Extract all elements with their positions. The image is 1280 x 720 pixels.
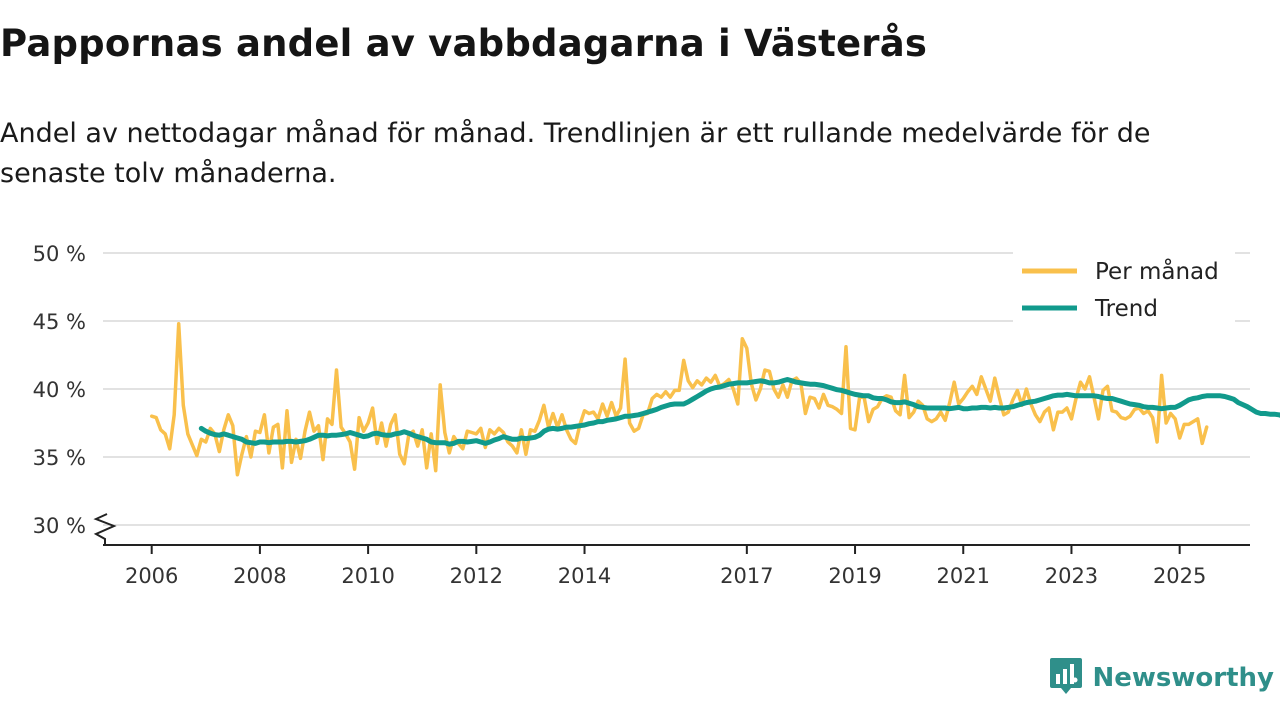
- y-tick-label-35: 35 %: [33, 446, 86, 470]
- brand[interactable]: Newsworthy: [1049, 656, 1274, 700]
- y-tick-label-40: 40 %: [33, 378, 86, 402]
- x-tick-label-2008: 2008: [233, 564, 286, 588]
- brand-name: Newsworthy: [1092, 663, 1274, 693]
- y-tick-label-45: 45 %: [33, 310, 86, 334]
- y-axis-labels: 30 % 35 % 40 % 45 % 50 %: [33, 242, 117, 545]
- y-tick-label-30: 30 %: [33, 514, 86, 538]
- x-tick-label-2010: 2010: [341, 564, 394, 588]
- series-line-trend: [198, 377, 1280, 447]
- x-tick-label-2006: 2006: [125, 564, 178, 588]
- legend-label-trend[interactable]: Trend: [1094, 296, 1158, 322]
- x-axis: 2006 2008 2010 2012 2014 2017 2019 2021 2023 2025: [103, 544, 1250, 588]
- legend: Per månad Trend: [1013, 250, 1235, 322]
- x-tick-label-2017: 2017: [720, 564, 773, 588]
- x-tick-label-2025: 2025: [1153, 564, 1206, 588]
- chart-subtitle: Andel av nettodagar månad för månad. Tre…: [0, 118, 1151, 189]
- x-tick-label-2014: 2014: [558, 564, 611, 588]
- x-tick-label-2021: 2021: [937, 564, 990, 588]
- x-tick-label-2019: 2019: [828, 564, 881, 588]
- y-tick-label-50: 50 %: [33, 242, 86, 266]
- legend-label-per-manad[interactable]: Per månad: [1095, 257, 1219, 285]
- axis-break-icon: [93, 513, 117, 545]
- series-layer: [149, 321, 1280, 477]
- x-tick-label-2012: 2012: [450, 564, 503, 588]
- chart-title: Pappornas andel av vabbdagarna i Västerå…: [0, 22, 928, 65]
- newsworthy-logo-icon: [1049, 656, 1083, 700]
- x-tick-label-2023: 2023: [1045, 564, 1098, 588]
